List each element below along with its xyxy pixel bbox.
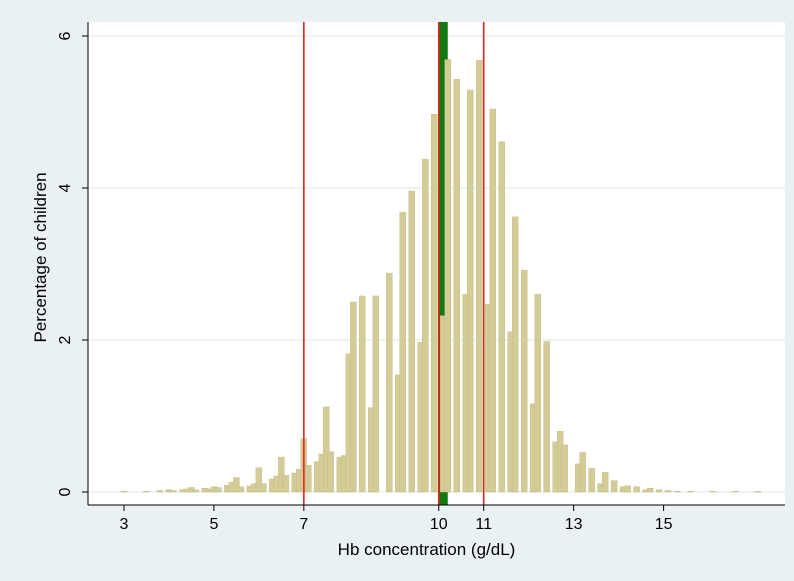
bar: [350, 301, 357, 493]
bar: [476, 60, 483, 493]
bar: [453, 79, 460, 493]
bar: [260, 483, 267, 493]
mean-band: [438, 22, 448, 505]
bar: [579, 452, 586, 493]
bar: [282, 475, 290, 493]
bar: [143, 491, 150, 493]
bar: [673, 491, 681, 493]
bar: [215, 487, 222, 493]
x-tick-label: 10: [430, 516, 448, 533]
bar: [359, 295, 366, 493]
bar: [498, 141, 505, 493]
x-tick-label: 15: [655, 516, 673, 533]
bar: [754, 491, 762, 493]
bar: [601, 472, 609, 493]
bar: [431, 114, 438, 493]
bar: [120, 491, 128, 493]
reference-lines: [303, 22, 485, 505]
bar: [192, 489, 200, 493]
bar: [156, 490, 164, 493]
y-axis-title: Percentage of children: [31, 172, 50, 342]
bar: [633, 486, 640, 493]
bar: [610, 480, 618, 493]
bar: [255, 467, 263, 493]
bar: [444, 59, 451, 493]
bar: [399, 212, 406, 493]
y-tick-label: 0: [57, 487, 74, 496]
bar: [588, 468, 595, 493]
bars-group: [120, 59, 762, 493]
bar: [646, 488, 654, 493]
x-tick-label: 13: [565, 516, 583, 533]
bar: [170, 490, 177, 493]
bar: [489, 108, 496, 493]
y-tick-label: 2: [57, 335, 74, 344]
bar: [278, 456, 285, 493]
bar: [664, 490, 672, 493]
bar: [511, 216, 519, 493]
bar: [561, 444, 568, 493]
axes: 0 2 4 6 3 5 7 10 11 13 15: [57, 22, 785, 533]
bar: [422, 158, 429, 493]
bar: [408, 190, 415, 493]
x-tick-label: 11: [475, 516, 492, 533]
bar: [327, 451, 335, 493]
bar: [372, 295, 379, 493]
bar: [467, 89, 474, 493]
bar: [543, 341, 550, 493]
y-tick-label: 6: [57, 31, 74, 40]
bar: [520, 269, 528, 493]
bar: [687, 491, 694, 493]
bar: [386, 272, 393, 493]
bar: [237, 486, 245, 493]
x-axis-title: Hb concentration (g/dL): [338, 540, 516, 559]
bar: [534, 294, 541, 493]
x-tick-label: 7: [299, 516, 308, 533]
y-tick-label: 4: [57, 183, 74, 192]
bar: [323, 406, 330, 493]
bar: [655, 489, 663, 493]
bar: [732, 491, 739, 493]
x-tick-label: 3: [120, 516, 129, 533]
x-tick-label: 5: [209, 516, 218, 533]
bar: [305, 465, 312, 493]
bar: [233, 477, 240, 493]
bar: [624, 485, 631, 493]
bar: [709, 491, 717, 493]
